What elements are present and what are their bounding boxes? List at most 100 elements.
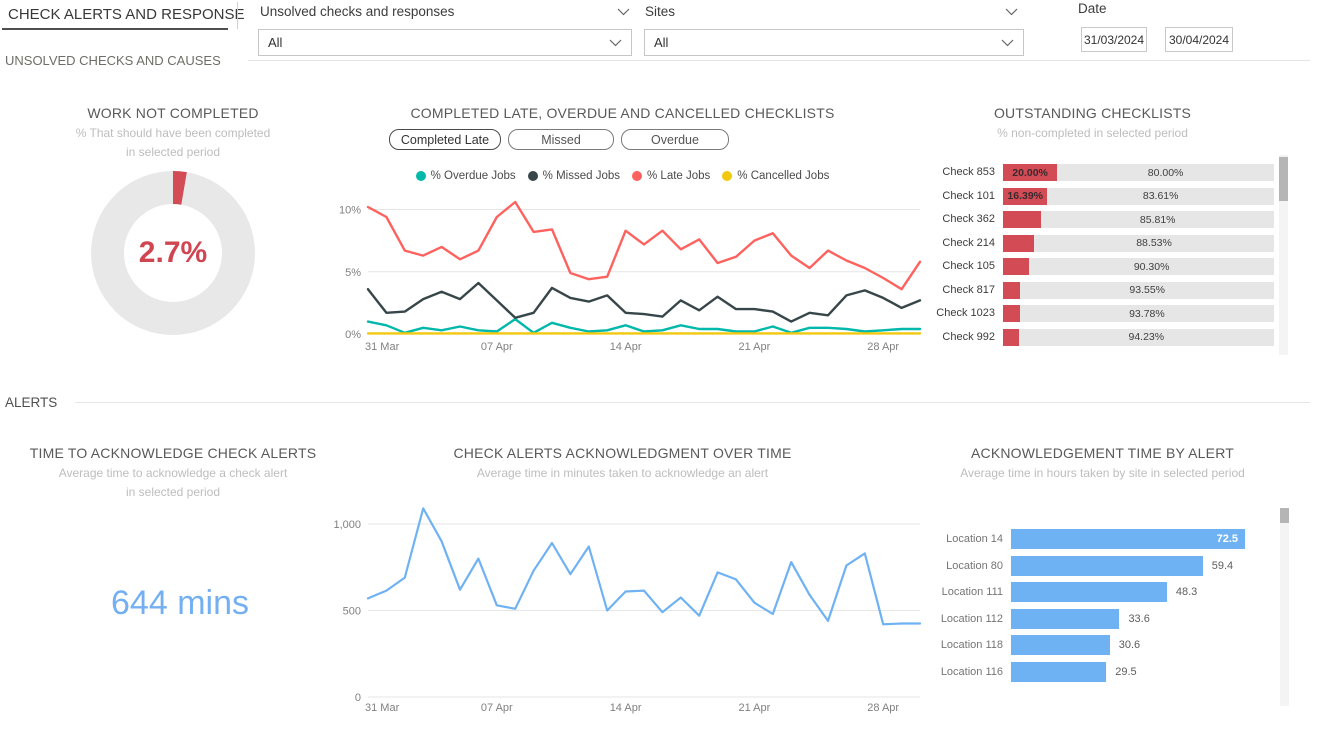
svg-text:0: 0 bbox=[355, 692, 361, 704]
filter-sites-label: Sites bbox=[645, 4, 676, 19]
outstanding-segment[interactable] bbox=[1003, 211, 1042, 228]
time-to-ack-value: 644 mins bbox=[111, 584, 249, 622]
ack-time-bar[interactable]: 72.5 bbox=[1011, 529, 1245, 549]
ack-time-bar[interactable] bbox=[1011, 608, 1120, 629]
outstanding-row-check-1023: Check 1023 93.78% bbox=[930, 305, 1280, 322]
ack-row-location-116: Location 116 29.5 bbox=[930, 662, 1290, 682]
outstanding-segment[interactable]: 20.00% bbox=[1003, 164, 1058, 181]
stacked-bar: 88.53% bbox=[1003, 234, 1274, 252]
svg-text:1,000: 1,000 bbox=[333, 519, 361, 531]
completed-segment[interactable]: 93.78% bbox=[1019, 305, 1274, 322]
ack-row-location-111: Location 111 48.3 bbox=[930, 582, 1290, 603]
check-label: Check 853 bbox=[942, 166, 995, 178]
bar-value-label: 33.6 bbox=[1128, 612, 1150, 625]
filter-sites-select[interactable]: All bbox=[644, 29, 1024, 56]
outstanding-segment[interactable]: 16.39% bbox=[1003, 187, 1048, 205]
chevron-down-icon[interactable] bbox=[617, 8, 630, 16]
legend-dot-icon bbox=[632, 171, 642, 181]
date-to-input[interactable]: 30/04/2024 bbox=[1165, 27, 1233, 52]
stacked-bar: 93.55% bbox=[1003, 281, 1274, 299]
outstanding-segment[interactable] bbox=[1003, 328, 1019, 346]
outstanding-scrollbar-thumb[interactable] bbox=[1279, 157, 1288, 201]
completed-segment[interactable]: 88.53% bbox=[1034, 234, 1274, 252]
bar-value-label: 59.4 bbox=[1211, 559, 1234, 572]
svg-text:31 Mar: 31 Mar bbox=[365, 702, 400, 714]
legend-item--overdue-jobs[interactable]: % Overdue Jobs bbox=[415, 170, 516, 182]
check-label: Check 105 bbox=[942, 260, 995, 272]
completed-segment[interactable]: 80.00% bbox=[1057, 164, 1274, 181]
outstanding-subtitle: % non-completed in selected period bbox=[997, 126, 1188, 140]
ack-time-bar[interactable] bbox=[1011, 635, 1110, 656]
outstanding-row-check-853: Check 853 20.00% 80.00% bbox=[930, 164, 1280, 181]
completed-segment[interactable]: 94.23% bbox=[1018, 328, 1274, 346]
donut-slice-not-completed[interactable] bbox=[173, 171, 187, 205]
work-not-completed-donut-chart[interactable] bbox=[91, 171, 255, 335]
svg-text:28 Apr: 28 Apr bbox=[867, 341, 899, 353]
outstanding-segment[interactable] bbox=[1003, 258, 1030, 275]
svg-text:21 Apr: 21 Apr bbox=[738, 341, 770, 353]
time-to-ack-title: TIME TO ACKNOWLEDGE CHECK ALERTS bbox=[29, 445, 317, 461]
ack-by-alert-scrollbar-track bbox=[1280, 508, 1289, 706]
outstanding-row-check-214: Check 214 88.53% bbox=[930, 234, 1280, 252]
overdue-button[interactable]: Overdue bbox=[621, 129, 729, 150]
stacked-bar: 93.78% bbox=[1003, 305, 1274, 322]
legend-label: % Missed Jobs bbox=[542, 170, 620, 182]
check-label: Check 101 bbox=[942, 189, 995, 202]
late-overdue-line-chart: 0% 5% 10% 31 Mar 07 Apr 14 Apr 21 Apr 28 Apr bbox=[339, 200, 922, 353]
ack-row-location-14: Location 14 72.5 bbox=[930, 529, 1290, 549]
outstanding-row-check-992: Check 992 94.23% bbox=[930, 328, 1280, 346]
ack-over-time-title: CHECK ALERTS ACKNOWLEDGMENT OVER TIME bbox=[453, 445, 792, 461]
location-label: Location 111 bbox=[941, 586, 1003, 599]
line-series--missed-jobs bbox=[366, 281, 922, 323]
legend-label: % Overdue Jobs bbox=[430, 170, 516, 182]
ack-time-bar[interactable] bbox=[1011, 662, 1107, 682]
line-series--overdue-jobs bbox=[366, 317, 922, 335]
filter-checks-header[interactable]: Unsolved checks and responses bbox=[260, 4, 630, 19]
line-series-average-minutes-to-acknowledge bbox=[366, 507, 922, 626]
completed-late-button[interactable]: Completed Late bbox=[389, 129, 501, 150]
completed-segment[interactable]: 83.61% bbox=[1047, 187, 1274, 205]
bar-value-label: 30.6 bbox=[1118, 639, 1141, 652]
chevron-down-icon bbox=[1001, 39, 1014, 47]
ack-time-bar[interactable] bbox=[1011, 555, 1203, 576]
legend-item--cancelled-jobs[interactable]: % Cancelled Jobs bbox=[722, 170, 829, 182]
late-overdue-title: COMPLETED LATE, OVERDUE AND CANCELLED CH… bbox=[410, 105, 835, 121]
completed-segment[interactable]: 93.55% bbox=[1020, 281, 1274, 299]
legend-item--missed-jobs[interactable]: % Missed Jobs bbox=[527, 170, 620, 182]
check-label: Check 992 bbox=[942, 330, 995, 343]
date-from-input[interactable]: 31/03/2024 bbox=[1081, 27, 1147, 52]
ack-time-bar[interactable] bbox=[1011, 582, 1167, 603]
check-label: Check 214 bbox=[942, 236, 995, 249]
svg-text:5%: 5% bbox=[345, 267, 361, 279]
missed-button[interactable]: Missed bbox=[508, 129, 614, 150]
work-not-completed-subtitle-1: % That should have been completed bbox=[75, 126, 271, 140]
filter-checks-select[interactable]: All bbox=[258, 29, 632, 56]
svg-text:14 Apr: 14 Apr bbox=[610, 702, 642, 714]
location-label: Location 116 bbox=[940, 666, 1003, 678]
location-label: Location 118 bbox=[940, 639, 1003, 652]
filter-date-label: Date bbox=[1078, 1, 1107, 16]
outstanding-row-check-105: Check 105 90.30% bbox=[930, 258, 1280, 275]
work-not-completed-value: 2.7% bbox=[138, 236, 208, 269]
svg-text:07 Apr: 07 Apr bbox=[481, 702, 513, 714]
outstanding-segment[interactable] bbox=[1003, 234, 1035, 252]
outstanding-segment[interactable] bbox=[1003, 281, 1021, 299]
legend-dot-icon bbox=[722, 171, 733, 181]
outstanding-segment[interactable] bbox=[1003, 305, 1020, 322]
outstanding-row-check-101: Check 101 16.39% 83.61% bbox=[930, 187, 1280, 205]
check-label: Check 362 bbox=[942, 213, 995, 225]
section-unsolved-divider bbox=[248, 60, 1310, 61]
completed-segment[interactable]: 85.81% bbox=[1041, 211, 1274, 228]
legend-item--late-jobs[interactable]: % Late Jobs bbox=[632, 170, 710, 182]
ack-row-location-80: Location 80 59.4 bbox=[930, 555, 1290, 576]
chevron-down-icon[interactable] bbox=[1005, 8, 1018, 16]
stacked-bar: 20.00% 80.00% bbox=[1003, 164, 1274, 181]
ack-over-time-line-chart: 0 500 1,000 31 Mar 07 Apr 14 Apr 21 Apr 28 Apr bbox=[333, 507, 922, 714]
ack-row-location-118: Location 118 30.6 bbox=[930, 635, 1290, 656]
chevron-down-icon bbox=[609, 39, 622, 47]
completed-segment[interactable]: 90.30% bbox=[1029, 258, 1274, 275]
ack-by-alert-scrollbar-thumb[interactable] bbox=[1280, 508, 1289, 523]
filter-sites-header[interactable]: Sites bbox=[645, 4, 1018, 19]
tab-check-alerts-and-response[interactable]: CHECK ALERTS AND RESPONSE bbox=[8, 6, 245, 23]
section-alerts-divider bbox=[75, 402, 1310, 403]
